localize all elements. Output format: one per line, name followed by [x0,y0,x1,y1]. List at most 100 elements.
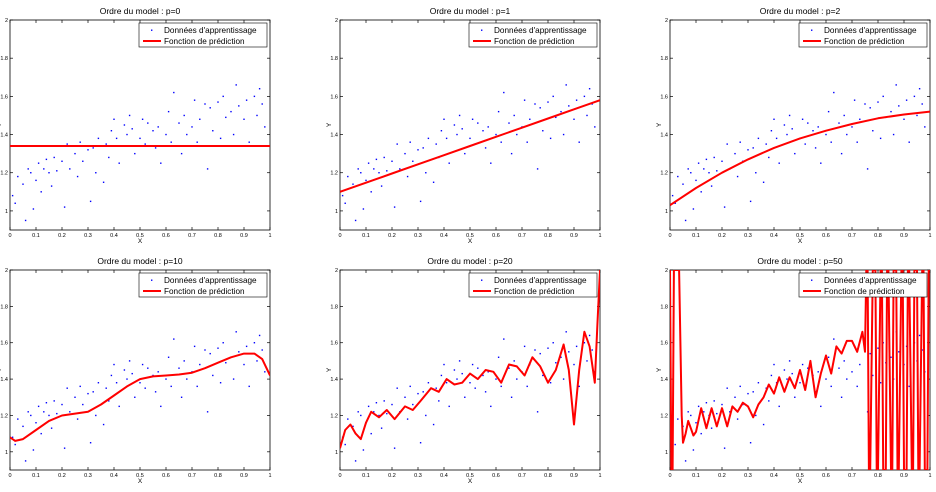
data-point [167,356,170,358]
data-point [404,152,406,155]
x-tick-label: 0.4 [440,473,448,479]
data-point [710,427,713,429]
data-point [243,118,245,120]
data-point [243,363,245,366]
data-point [232,133,235,136]
axes-frame [669,19,931,231]
x-tick-label: 0 [338,233,341,239]
data-point [791,372,793,375]
data-point [235,331,237,333]
data-point [393,206,396,208]
data-point [700,191,702,193]
data-point [497,110,500,113]
data-point [396,387,398,389]
data-point [856,385,858,388]
data-point [443,363,445,366]
data-point [113,363,115,366]
data-point [157,371,159,373]
y-tick-label: 2 [335,268,338,274]
x-tick-label: 0.7 [518,233,526,239]
data-point [697,405,700,408]
data-point [560,356,562,358]
data-point [804,143,806,145]
data-point [516,378,518,380]
data-point [921,349,923,351]
data-point [11,194,14,197]
data-point [918,334,921,337]
data-point [747,392,749,395]
data-point [427,137,430,140]
x-tick-label: 0.4 [770,473,778,479]
data-point [833,91,835,94]
data-point [126,133,128,136]
data-point [445,382,448,384]
x-tick-label: 0.1 [32,473,40,479]
data-point [703,411,705,413]
x-tick-label: 0 [8,473,11,479]
data-point [786,378,788,380]
data-point [674,202,676,204]
data-point [503,338,505,340]
data-point [147,122,149,124]
data-point [362,208,365,210]
data-point [523,99,526,101]
data-point [872,130,874,132]
data-point [373,168,375,170]
data-point [412,160,414,162]
data-point [820,162,822,164]
axes-frame [339,269,601,471]
x-tick-label: 0.8 [214,473,222,479]
data-point [76,175,79,178]
data-point [204,349,206,351]
legend-label-training: Données d'apprentissage [824,26,917,35]
data-point [916,114,918,117]
legend-label-training: Données d'apprentissage [164,276,257,285]
data-point [869,352,871,355]
data-point [87,149,89,151]
data-point [749,200,752,203]
data-point [253,342,256,344]
data-point [92,391,94,393]
data-point [217,101,219,103]
data-point [526,385,528,388]
x-tick-label: 0.5 [136,233,144,239]
data-point [471,118,474,120]
data-point [48,172,50,174]
data-point [508,367,510,369]
data-point [375,402,378,404]
plot-area [340,270,600,462]
data-point [219,382,222,384]
legend-box [468,272,598,298]
x-tick-label: 0.5 [136,473,144,479]
data-point [56,170,58,172]
data-point [908,385,910,388]
y-tick-label: 1.4 [660,133,668,139]
data-point [705,402,708,404]
data-point [687,168,689,170]
plot-area [10,331,270,462]
data-point [677,418,679,420]
data-point [199,363,201,366]
data-point [825,133,827,136]
data-point [24,460,27,462]
x-tick-label: 0.1 [362,473,370,479]
data-point [695,179,697,182]
data-point [490,405,492,408]
data-point [770,130,773,132]
data-point [692,208,695,210]
data-point [123,369,126,371]
data-point [542,374,544,377]
data-point [859,363,861,366]
data-point [555,362,557,364]
data-point [838,122,840,124]
x-tick-label: 0.7 [188,473,196,479]
data-point [594,126,596,128]
data-point [591,349,593,351]
data-point [386,170,388,172]
y-tick-label: 1.8 [660,56,668,62]
data-point [827,110,830,113]
data-point [378,414,380,417]
data-point [700,432,702,435]
data-point [235,84,237,86]
x-tick-label: 0.2 [388,233,396,239]
